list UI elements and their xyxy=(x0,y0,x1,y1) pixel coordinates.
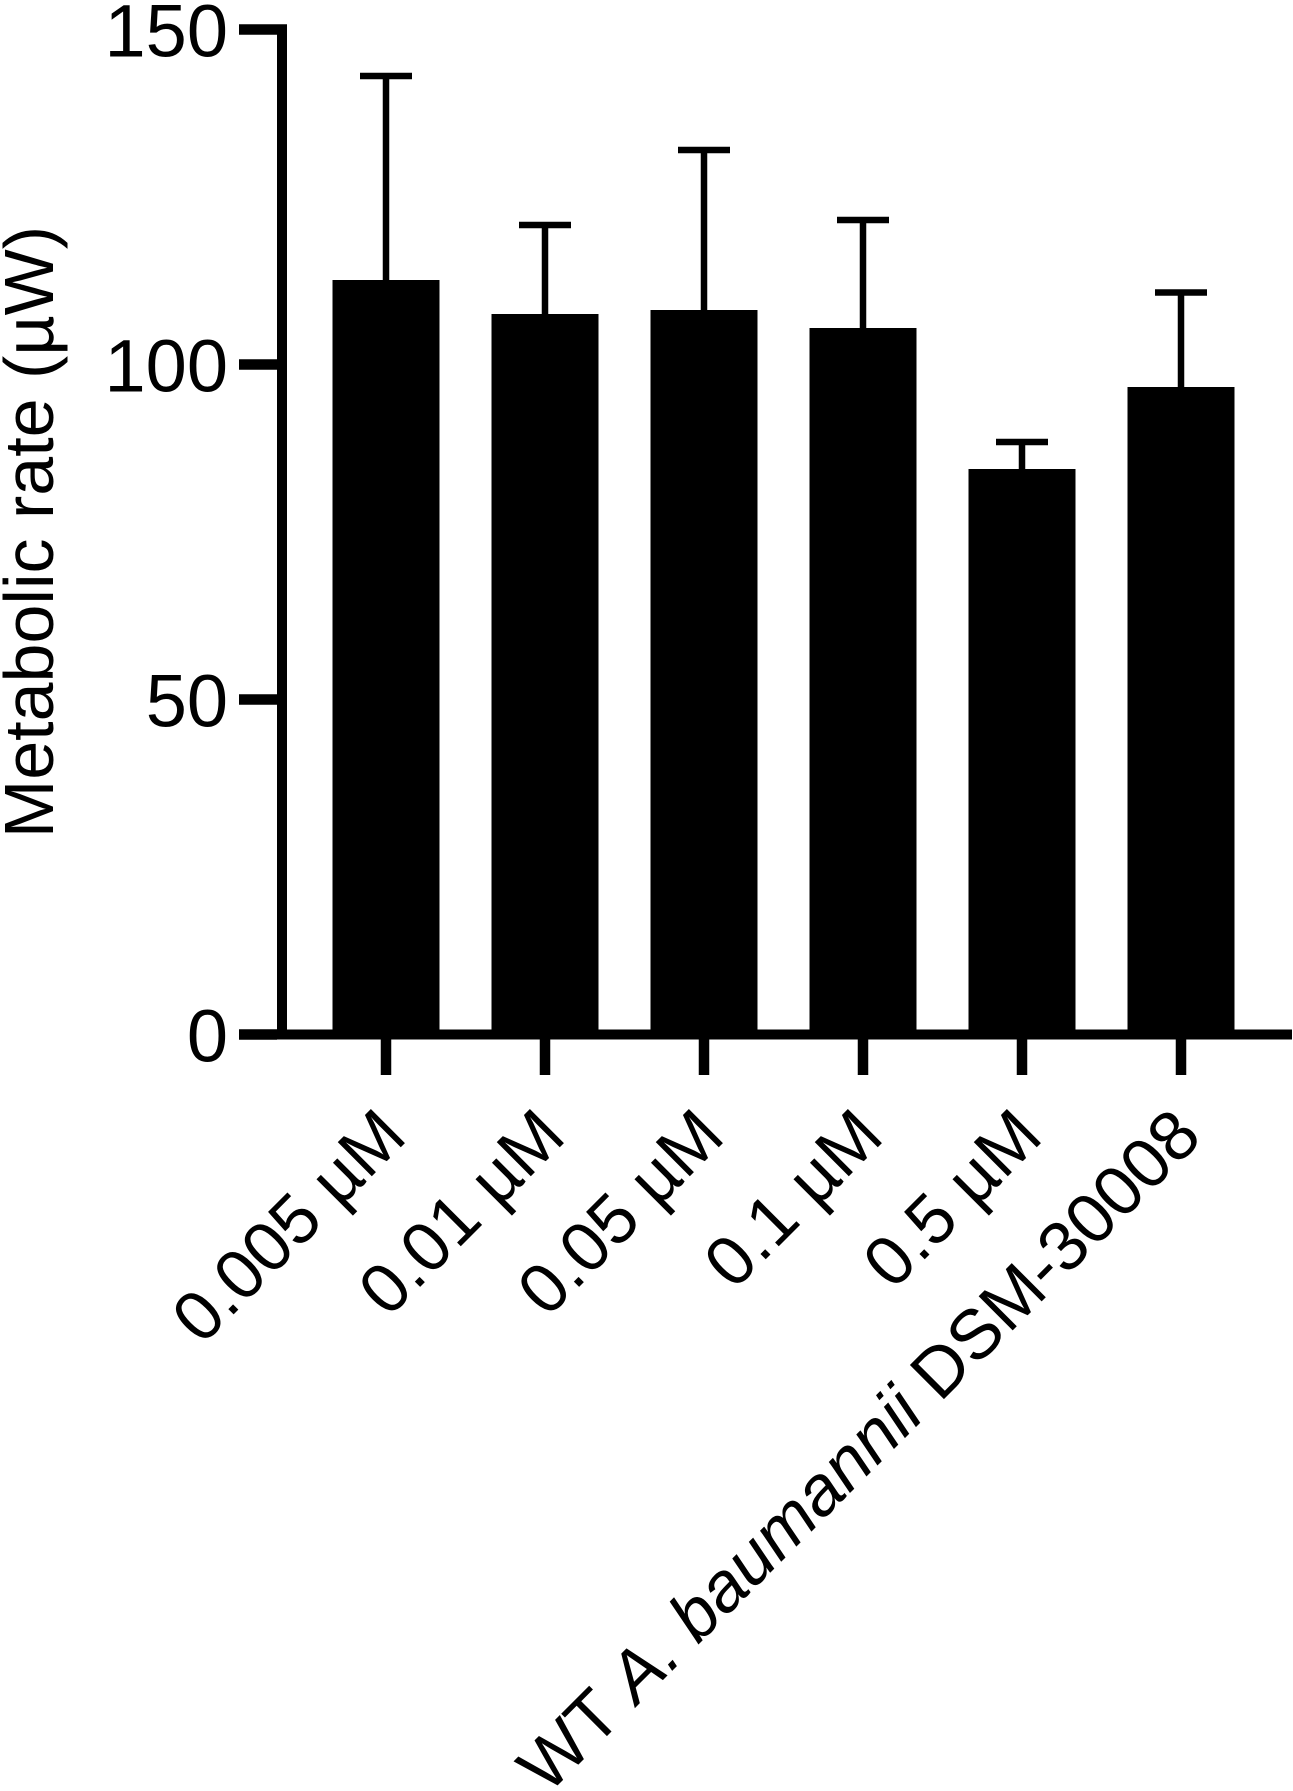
svg-text:0.005 µM: 0.005 µM xyxy=(157,1094,420,1357)
svg-text:0.1 µM: 0.1 µM xyxy=(689,1094,896,1301)
svg-text:50: 50 xyxy=(146,659,228,742)
svg-text:150: 150 xyxy=(105,0,228,72)
svg-text:0: 0 xyxy=(187,994,228,1077)
svg-text:100: 100 xyxy=(105,324,228,407)
svg-text:Metabolic rate (µW): Metabolic rate (µW) xyxy=(0,226,68,838)
